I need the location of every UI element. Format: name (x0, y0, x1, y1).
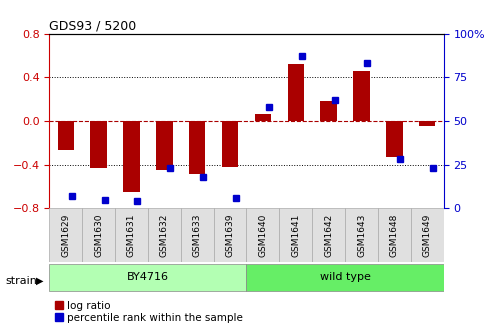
Text: ▶: ▶ (35, 276, 43, 286)
Bar (58, 121, 74, 151)
Text: GSM1649: GSM1649 (423, 213, 432, 257)
Bar (287, 64, 304, 121)
Text: wild type: wild type (319, 271, 371, 282)
FancyBboxPatch shape (49, 208, 82, 262)
Bar (386, 121, 403, 157)
Text: GSM1631: GSM1631 (127, 213, 136, 257)
FancyBboxPatch shape (213, 208, 246, 262)
Text: strain: strain (5, 276, 37, 286)
Text: GSM1630: GSM1630 (94, 213, 103, 257)
Bar (189, 121, 206, 174)
Text: GSM1642: GSM1642 (324, 214, 333, 257)
FancyBboxPatch shape (148, 208, 181, 262)
FancyBboxPatch shape (378, 208, 411, 262)
Text: GSM1640: GSM1640 (258, 213, 267, 257)
Bar (255, 114, 271, 121)
Bar (123, 121, 140, 192)
FancyBboxPatch shape (49, 263, 247, 291)
Text: GSM1633: GSM1633 (193, 213, 202, 257)
Bar (353, 71, 370, 121)
Bar (222, 121, 238, 167)
FancyBboxPatch shape (82, 208, 115, 262)
FancyBboxPatch shape (115, 208, 148, 262)
FancyBboxPatch shape (312, 208, 345, 262)
Text: GSM1629: GSM1629 (61, 213, 70, 257)
Bar (156, 121, 173, 170)
Text: GSM1643: GSM1643 (357, 213, 366, 257)
FancyBboxPatch shape (345, 208, 378, 262)
Legend: log ratio, percentile rank within the sample: log ratio, percentile rank within the sa… (55, 301, 243, 323)
Bar (419, 121, 435, 126)
Text: GSM1648: GSM1648 (390, 213, 399, 257)
Bar (90, 121, 107, 168)
FancyBboxPatch shape (246, 208, 280, 262)
FancyBboxPatch shape (280, 208, 312, 262)
FancyBboxPatch shape (181, 208, 213, 262)
Text: GSM1632: GSM1632 (160, 213, 169, 257)
Text: GSM1641: GSM1641 (291, 213, 300, 257)
FancyBboxPatch shape (411, 208, 444, 262)
Text: BY4716: BY4716 (127, 271, 169, 282)
Bar (320, 101, 337, 121)
Text: GDS93 / 5200: GDS93 / 5200 (49, 19, 137, 33)
Text: GSM1639: GSM1639 (226, 213, 235, 257)
FancyBboxPatch shape (246, 263, 444, 291)
